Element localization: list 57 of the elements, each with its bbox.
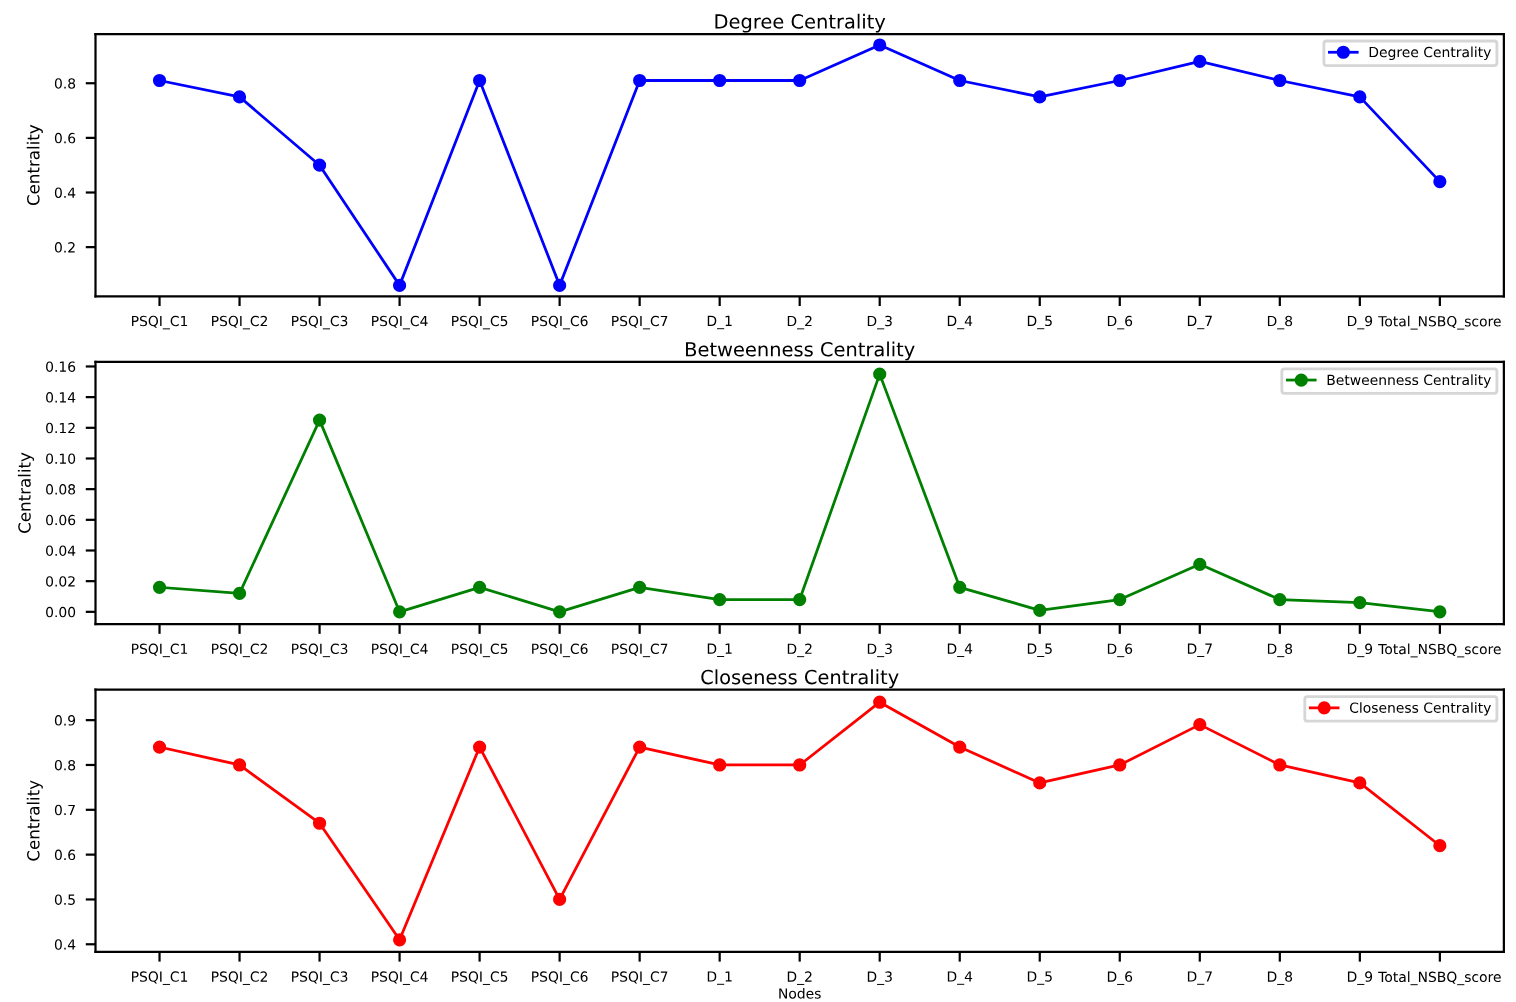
point [713,73,727,88]
point [953,73,967,88]
chart-title: Degree Centrality [715,13,886,33]
point [1033,603,1047,617]
point [312,413,327,427]
point [793,592,807,607]
point [633,740,647,754]
point [713,758,727,772]
point [392,933,407,947]
point [1193,54,1207,68]
point [953,740,967,754]
point [1353,90,1367,104]
point [152,580,167,594]
point [232,758,247,772]
point [392,605,407,619]
point [873,695,887,709]
y-axis-title: Centrality [26,124,43,206]
point [1433,839,1447,853]
point [553,278,567,292]
chart-title: Closeness Centrality [701,669,899,689]
point [473,580,487,594]
point [1433,605,1447,619]
point [152,73,167,88]
point [1113,758,1127,772]
point [1353,776,1367,790]
y-axis-title: Centrality [17,452,35,533]
point [713,592,727,607]
point [1193,718,1207,732]
point [1273,73,1287,88]
y-axis-title: Centrality [26,780,43,861]
point [1433,174,1447,189]
point [633,73,647,88]
point [1113,73,1127,88]
point [873,38,887,52]
point [1353,596,1367,610]
chart-title: Betweenness Centrality [686,341,915,361]
point [953,580,967,594]
point [312,816,327,830]
point [1033,90,1047,104]
point [633,580,647,594]
point [473,73,487,88]
point [232,586,247,601]
point [1033,776,1047,790]
point [392,278,407,292]
point [553,892,567,907]
point [152,740,167,754]
point [1193,557,1207,571]
point [473,740,487,754]
point [553,605,567,619]
point [873,367,887,381]
point [312,158,327,172]
point [1113,592,1127,607]
point [793,73,807,88]
point [232,90,247,104]
point [793,758,807,772]
point [1273,592,1287,607]
point [1273,758,1287,772]
